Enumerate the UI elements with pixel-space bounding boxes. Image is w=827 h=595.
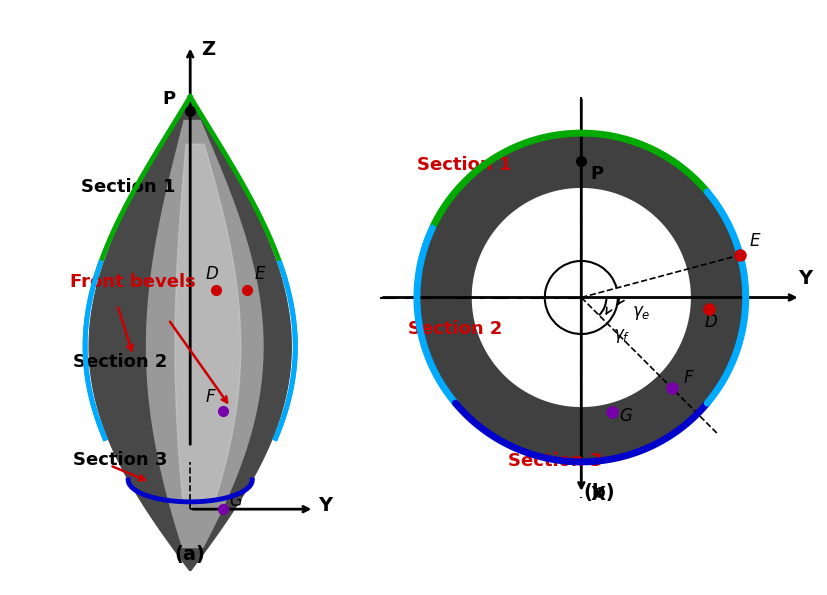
Text: Section 2: Section 2	[74, 353, 168, 371]
Polygon shape	[89, 97, 291, 571]
Text: Z: Z	[201, 40, 215, 59]
Text: P: P	[162, 90, 175, 108]
Text: $F$: $F$	[205, 388, 218, 406]
Text: $G$: $G$	[229, 491, 243, 509]
Polygon shape	[175, 144, 241, 500]
Text: (b): (b)	[584, 483, 615, 502]
Text: (a): (a)	[174, 545, 206, 564]
Text: X: X	[590, 485, 605, 504]
Text: Section 3: Section 3	[74, 452, 168, 469]
Text: $D$: $D$	[704, 313, 718, 331]
Text: Y: Y	[318, 496, 332, 515]
Text: Section 1: Section 1	[81, 178, 175, 196]
Text: $F$: $F$	[682, 369, 695, 387]
Text: P: P	[590, 165, 604, 183]
Text: $G$: $G$	[619, 408, 633, 425]
Polygon shape	[417, 133, 746, 462]
Text: Section 2: Section 2	[408, 320, 502, 338]
Text: Section 3: Section 3	[509, 452, 603, 471]
Polygon shape	[471, 188, 691, 407]
Polygon shape	[146, 121, 263, 547]
Text: Section 1: Section 1	[417, 156, 511, 174]
Text: $E$: $E$	[255, 265, 267, 283]
Text: Front bevels: Front bevels	[69, 273, 195, 290]
Text: $\gamma_e$: $\gamma_e$	[632, 304, 650, 322]
Text: Y: Y	[799, 270, 813, 289]
Text: $\gamma_f$: $\gamma_f$	[614, 327, 631, 345]
Text: $D$: $D$	[205, 265, 219, 283]
Text: $E$: $E$	[749, 232, 762, 250]
